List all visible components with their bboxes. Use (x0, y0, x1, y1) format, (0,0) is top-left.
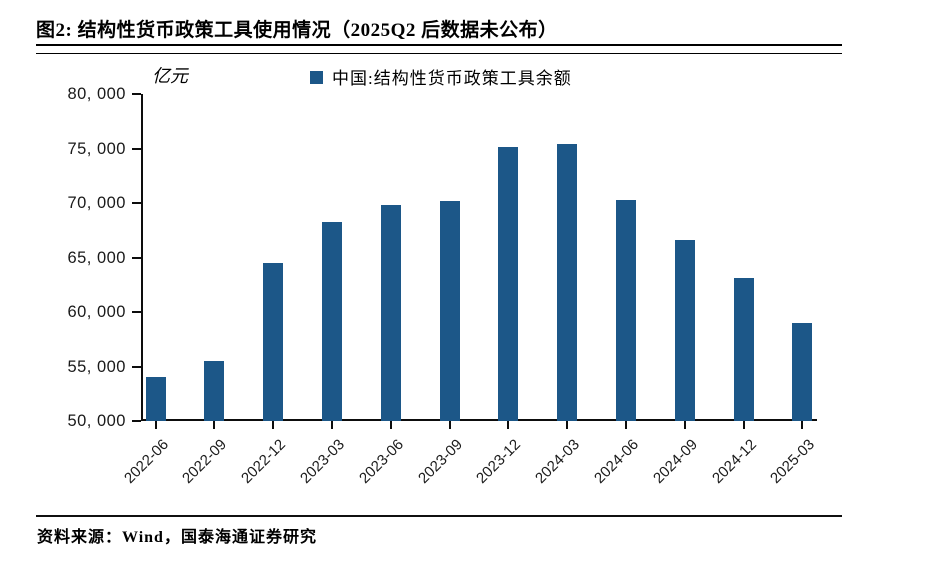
y-axis-tick (132, 147, 141, 150)
x-axis-tick (742, 421, 745, 429)
y-axis-tick-label: 70, 000 (67, 194, 126, 212)
x-axis-tick-label: 2024-06 (590, 436, 642, 487)
x-axis-tick (389, 421, 392, 429)
x-axis-tick-label: 2024-12 (708, 436, 760, 487)
x-axis-tick-label: 2023-12 (473, 436, 525, 487)
x-axis-tick (330, 421, 333, 429)
y-axis-tick-label: 55, 000 (67, 357, 126, 376)
y-axis-tick-label: 75, 000 (67, 139, 126, 158)
bar-2024-06 (615, 199, 636, 421)
x-axis-tick-label: 2023-03 (296, 436, 348, 487)
y-axis-line (141, 94, 143, 421)
footer-divider (36, 515, 842, 517)
source-note: 资料来源：Wind，国泰海通证券研究 (37, 529, 317, 546)
x-axis-tick-label: 2022-12 (238, 436, 290, 487)
title-divider (36, 44, 842, 54)
bar-2025-03 (792, 322, 813, 421)
bar-2023-03 (321, 221, 342, 421)
bar-2022-12 (263, 262, 284, 421)
bar-2023-06 (380, 205, 401, 421)
x-axis-tick-label: 2022-09 (179, 436, 231, 487)
bar-2023-09 (439, 200, 460, 421)
chart-legend: 中国:结构性货币政策工具余额 (310, 64, 572, 89)
x-axis-line (141, 419, 817, 421)
bar-2022-06 (145, 377, 166, 421)
bar-chart-plot-area: 50, 000 55, 000 60, 000 65, 000 70, 000 75, 0… (67, 85, 818, 487)
legend-label: 中国:结构性货币政策工具余额 (332, 69, 572, 88)
y-axis-tick-label: 50, 000 (67, 412, 126, 430)
x-axis-tick (624, 421, 627, 429)
y-axis-tick-label: 65, 000 (67, 248, 126, 267)
x-axis-tick (448, 421, 451, 429)
legend-marker-square (310, 71, 323, 84)
y-axis-tick (132, 256, 141, 259)
x-axis-tick (272, 421, 275, 429)
x-axis-tick-label: 2022-06 (120, 436, 172, 487)
bar-2024-03 (557, 144, 578, 421)
bar-2024-12 (733, 278, 754, 421)
x-axis-tick-label: 2025-03 (767, 436, 819, 487)
y-axis-unit-label: 亿元 (152, 66, 188, 86)
y-axis-tick (132, 93, 141, 95)
x-axis-tick (801, 421, 804, 429)
figure-title: 图2: 结构性货币政策工具使用情况（2025Q2 后数据未公布） (36, 20, 558, 41)
x-axis-tick-label: 2024-03 (532, 436, 584, 487)
y-axis-tick (132, 311, 141, 313)
x-axis-tick-label: 2024-09 (649, 436, 701, 487)
y-axis-tick (132, 420, 141, 422)
y-axis-tick (132, 202, 141, 204)
bar-2022-09 (204, 361, 225, 421)
y-axis-tick-label: 60, 000 (67, 303, 126, 321)
bar-2023-12 (498, 147, 519, 421)
bar-2024-09 (674, 240, 695, 421)
x-axis-tick (683, 421, 686, 429)
x-axis-tick-label: 2023-06 (355, 436, 407, 487)
x-axis-tick (154, 421, 157, 429)
x-axis-tick-label: 2023-09 (414, 436, 466, 487)
y-axis-tick-label: 80, 000 (67, 85, 126, 103)
y-axis-tick (132, 365, 141, 368)
x-axis-tick (507, 421, 510, 429)
x-axis-tick (213, 421, 216, 429)
x-axis-tick (566, 421, 569, 429)
